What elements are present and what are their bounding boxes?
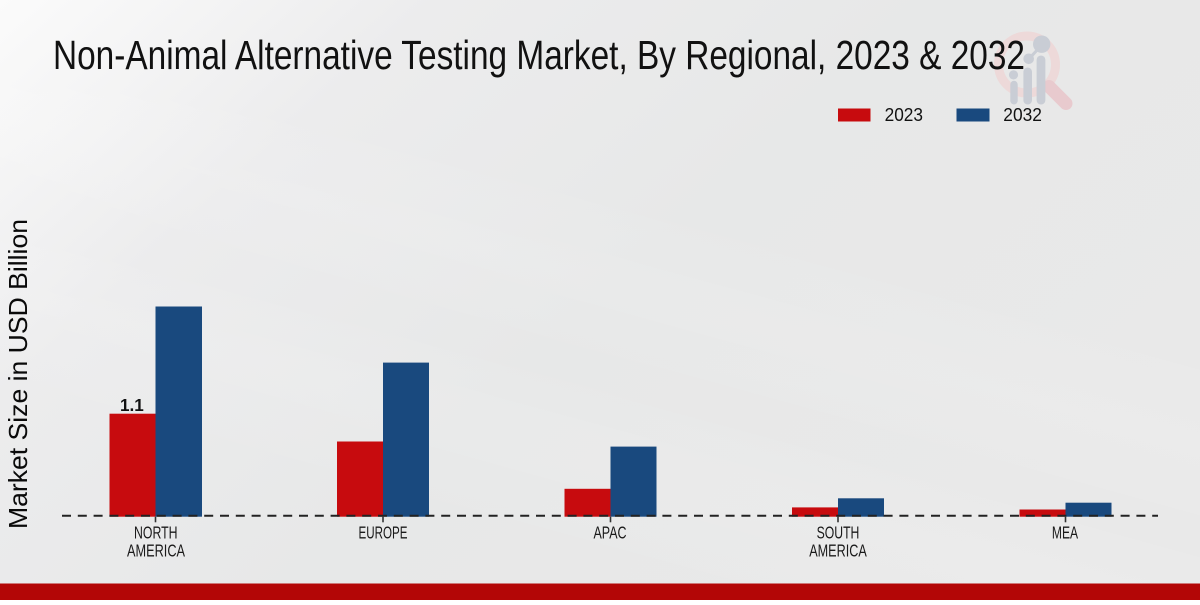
svg-text:NORTH: NORTH [134, 523, 178, 543]
svg-text:AMERICA: AMERICA [809, 541, 867, 561]
svg-text:1.1: 1.1 [120, 395, 144, 415]
svg-text:2032: 2032 [1003, 104, 1042, 125]
svg-text:Market Size in USD Billion: Market Size in USD Billion [3, 219, 33, 529]
svg-text:Non-Animal Alternative Testing: Non-Animal Alternative Testing Market, B… [53, 32, 1025, 78]
svg-text:EUROPE: EUROPE [359, 523, 408, 543]
svg-text:AMERICA: AMERICA [127, 541, 185, 561]
svg-text:2023: 2023 [885, 104, 923, 125]
svg-text:SOUTH: SOUTH [817, 523, 860, 543]
svg-text:APAC: APAC [594, 523, 627, 543]
svg-text:MEA: MEA [1052, 523, 1078, 543]
